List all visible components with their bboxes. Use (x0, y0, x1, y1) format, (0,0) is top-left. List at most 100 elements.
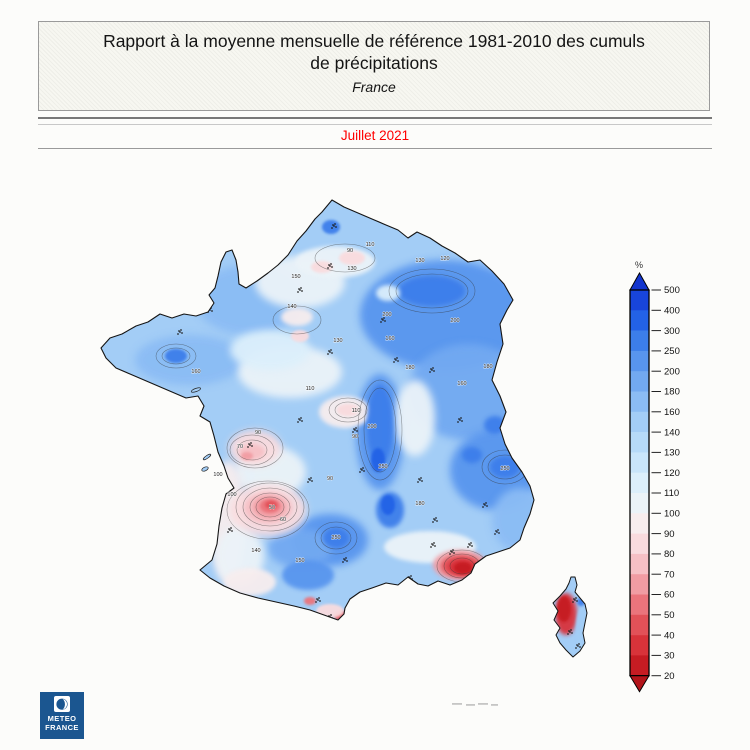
contour-knot (353, 428, 355, 430)
map-region-blob (282, 560, 334, 590)
contour-knot (578, 643, 580, 645)
contour-knot (362, 467, 364, 469)
legend-band (630, 533, 649, 555)
meteo-france-logo: METEO FRANCE (40, 692, 84, 739)
contour-line (161, 347, 191, 365)
contour-knot (417, 481, 419, 483)
contour-label: 110 (366, 242, 375, 248)
contour-knot (498, 532, 500, 534)
contour-knot (576, 644, 578, 646)
contour-knot (457, 421, 459, 423)
contour-knot (568, 630, 570, 632)
contour-knot (467, 546, 469, 548)
contour-knot (433, 370, 435, 372)
map-region-blob (322, 220, 340, 234)
map-region-blob (490, 456, 520, 478)
contour-knot (471, 545, 473, 547)
divider-line-top (38, 117, 712, 119)
legend-tick-label: 70 (664, 569, 675, 580)
legend-band (630, 472, 649, 494)
contour-label: 50 (269, 505, 275, 511)
contour-knot (343, 558, 345, 560)
contour-knot (247, 446, 249, 448)
contour-label: 110 (306, 386, 315, 392)
map-region-blob (367, 385, 393, 465)
island (202, 453, 212, 461)
contour-knot (458, 418, 460, 420)
contour-knot (394, 358, 396, 360)
contour-knot (384, 320, 386, 322)
legend-band (630, 350, 649, 372)
contour-knot (297, 291, 299, 293)
legend-band (630, 614, 649, 636)
contour-label: 70 (237, 444, 243, 450)
contour-knot (227, 531, 229, 533)
map-region-blob (295, 246, 375, 278)
corsica-outline (552, 576, 588, 658)
contour-line (388, 268, 476, 314)
map-region-blob (512, 303, 587, 427)
contour-knot (328, 264, 330, 266)
contour-knot (450, 550, 452, 552)
contour-knot (383, 317, 385, 319)
contour-knot (429, 371, 431, 373)
contour-knot (230, 527, 232, 529)
contour-knot (570, 629, 572, 631)
contour-label: 250 (500, 466, 509, 472)
contour-label: 200 (367, 424, 376, 430)
contour-line (249, 492, 291, 522)
contour-knot (497, 529, 499, 531)
legend-band (630, 290, 649, 311)
contour-knot (316, 598, 318, 600)
legend-tick-label: 40 (664, 630, 675, 641)
contour-knot (331, 352, 333, 354)
legend-tick-label: 120 (664, 468, 680, 479)
map-region-blob (224, 568, 276, 596)
contour-knot (181, 332, 183, 334)
contour-knot (251, 445, 253, 447)
map-region-blob (547, 316, 587, 360)
legend-tick-label: 400 (664, 306, 680, 317)
legend-tick-label: 200 (664, 366, 680, 377)
contour-line (544, 313, 587, 363)
contour-knot (300, 417, 302, 419)
contour-knot (356, 430, 358, 432)
map-region-blob (291, 330, 309, 342)
map-region-blob (304, 597, 316, 605)
contour-knot (576, 600, 578, 602)
contour-knot (345, 557, 347, 559)
contour-knot (298, 288, 300, 290)
contour-label: 200 (450, 318, 459, 324)
contour-label: 140 (251, 548, 260, 554)
contour-knot (573, 598, 575, 600)
contour-knot (318, 597, 320, 599)
contour-label: 180 (415, 501, 424, 507)
contour-knot (310, 477, 312, 479)
contour-knot (460, 417, 462, 419)
legend-tick-label: 80 (664, 549, 675, 560)
report-title-line1: Rapport à la moyenne mensuelle de référe… (103, 31, 645, 51)
contour-knot (430, 368, 432, 370)
contour-knot (431, 543, 433, 545)
map-region-blob (576, 608, 587, 648)
contour-label: 160 (457, 381, 466, 387)
contour-label: 180 (405, 365, 414, 371)
contour-knot (393, 361, 395, 363)
contour-knot (327, 267, 329, 269)
contour-knot (301, 290, 303, 292)
contour-label: 140 (287, 304, 296, 310)
legend-band (630, 574, 649, 595)
map-region-blob (230, 330, 310, 370)
legend-band (630, 371, 649, 392)
contour-label: 130 (347, 266, 356, 272)
contour-knot (330, 614, 332, 616)
contour-knot (352, 431, 354, 433)
contour-knot (430, 546, 432, 548)
legend-tick-label: 50 (664, 610, 675, 621)
contour-knot (300, 287, 302, 289)
contour-knot (461, 420, 463, 422)
period-label: Juillet 2021 (340, 128, 410, 143)
legend-tick-label: 60 (664, 590, 675, 601)
contour-knot (453, 552, 455, 554)
